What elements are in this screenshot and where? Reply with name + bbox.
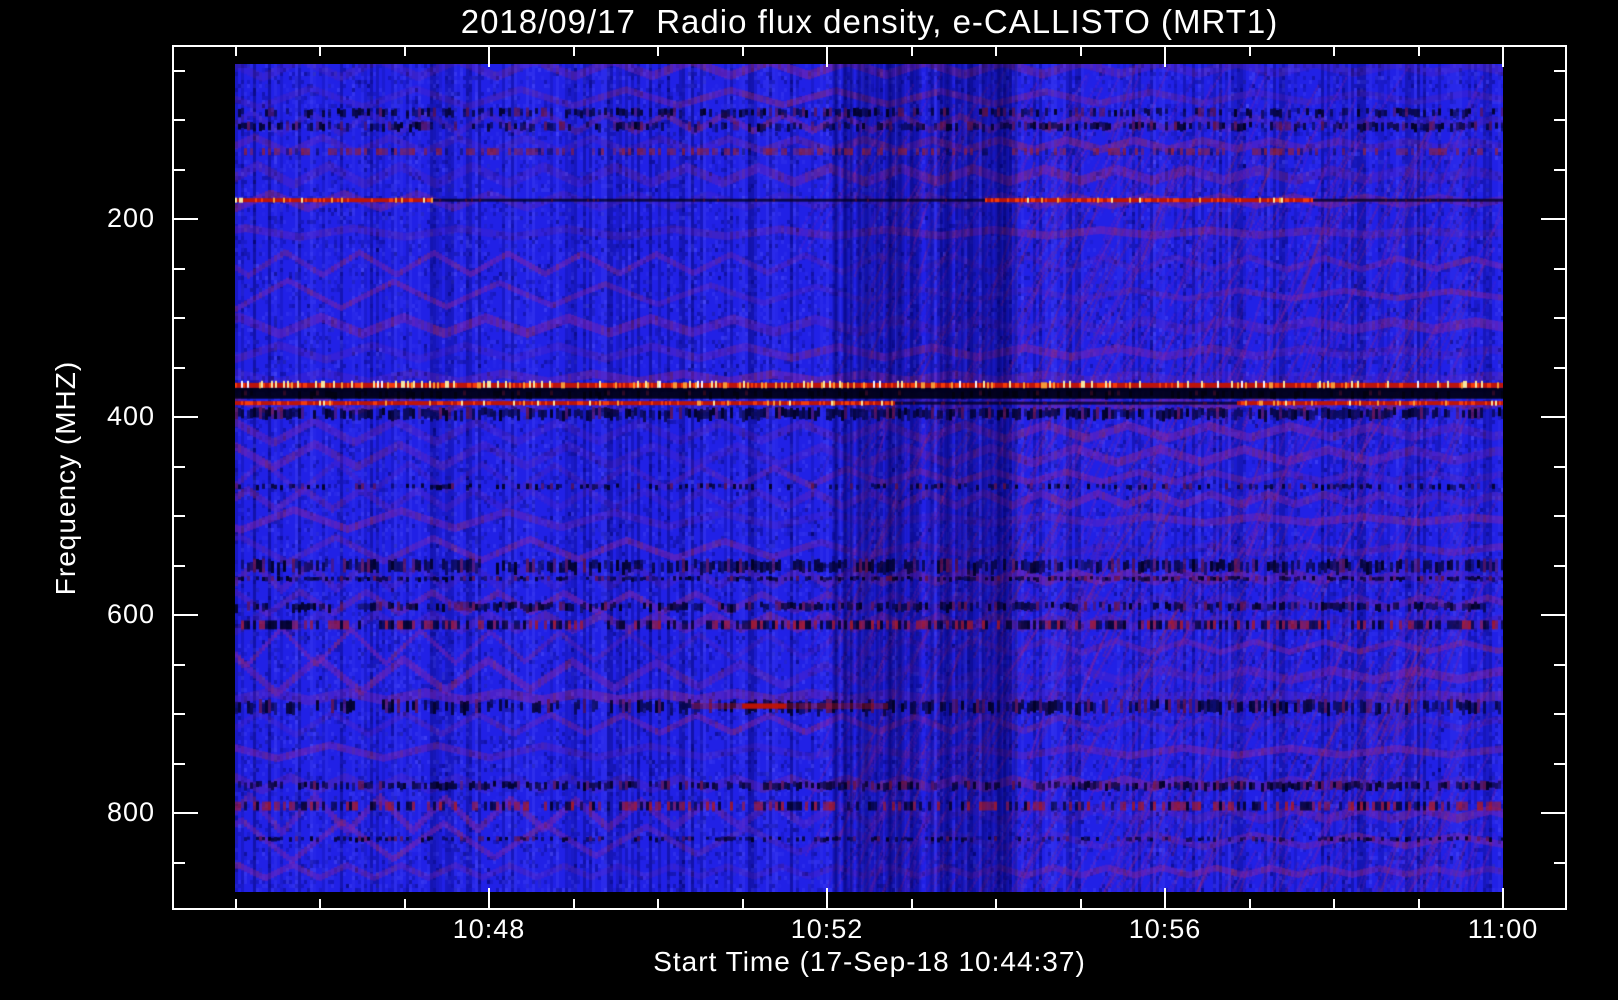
x-tick <box>1164 888 1166 910</box>
y-tick-label: 400 <box>106 401 155 431</box>
x-tick <box>488 888 490 910</box>
y-tick <box>172 367 185 369</box>
y-tick <box>172 416 198 418</box>
y-tick <box>1554 466 1567 468</box>
x-tick <box>742 899 744 910</box>
x-tick <box>911 899 913 910</box>
y-tick <box>172 515 185 517</box>
x-tick <box>573 45 575 56</box>
x-tick <box>657 899 659 910</box>
x-tick-label: 10:56 <box>1128 914 1202 944</box>
x-tick <box>319 899 321 910</box>
plot-frame <box>172 45 1567 910</box>
x-tick <box>1164 45 1166 67</box>
y-tick <box>172 70 185 72</box>
x-tick <box>742 45 744 56</box>
x-tick <box>995 899 997 910</box>
y-tick <box>1541 614 1567 616</box>
y-tick <box>172 763 185 765</box>
x-tick <box>826 888 828 910</box>
y-tick <box>172 466 185 468</box>
x-tick <box>911 45 913 56</box>
y-tick <box>1554 664 1567 666</box>
y-tick <box>172 268 185 270</box>
x-tick-label: 10:52 <box>790 914 864 944</box>
x-tick <box>1249 899 1251 910</box>
x-tick <box>488 45 490 67</box>
x-tick <box>1418 45 1420 56</box>
y-tick <box>1554 169 1567 171</box>
y-tick <box>172 119 185 121</box>
y-tick <box>1554 119 1567 121</box>
y-tick <box>1554 565 1567 567</box>
y-tick <box>1541 218 1567 220</box>
y-tick <box>172 614 198 616</box>
x-tick <box>573 899 575 910</box>
x-tick <box>235 899 237 910</box>
x-tick <box>235 45 237 56</box>
y-tick-label: 600 <box>106 599 155 629</box>
y-tick-label: 800 <box>106 797 155 827</box>
x-tick <box>1080 45 1082 56</box>
x-tick <box>1502 45 1504 67</box>
y-tick-label: 200 <box>106 203 155 233</box>
x-tick <box>995 45 997 56</box>
y-tick <box>1554 515 1567 517</box>
x-tick <box>404 899 406 910</box>
y-tick <box>1554 268 1567 270</box>
x-tick <box>826 45 828 67</box>
x-tick <box>319 45 321 56</box>
x-tick <box>1502 888 1504 910</box>
y-tick <box>1554 317 1567 319</box>
chart-title: 2018/09/17 Radio flux density, e-CALLIST… <box>460 3 1279 40</box>
y-tick <box>172 169 185 171</box>
y-tick <box>172 317 185 319</box>
y-tick <box>1554 763 1567 765</box>
x-tick-label: 10:48 <box>452 914 526 944</box>
y-axis-title: Frequency (MHZ) <box>50 360 81 596</box>
x-tick <box>1333 45 1335 56</box>
y-tick <box>1554 862 1567 864</box>
spectrogram-heatmap <box>235 64 1503 892</box>
x-tick <box>657 45 659 56</box>
x-tick <box>1080 899 1082 910</box>
y-tick <box>172 862 185 864</box>
y-tick <box>172 218 198 220</box>
x-tick <box>1333 899 1335 910</box>
y-tick <box>1541 416 1567 418</box>
y-tick <box>1554 70 1567 72</box>
y-tick <box>172 812 198 814</box>
y-tick <box>172 664 185 666</box>
y-tick <box>1554 713 1567 715</box>
y-tick <box>1541 812 1567 814</box>
y-tick <box>172 565 185 567</box>
y-tick <box>1554 367 1567 369</box>
y-tick <box>172 713 185 715</box>
x-tick-label: 11:00 <box>1467 914 1539 944</box>
x-tick <box>1249 45 1251 56</box>
x-tick <box>404 45 406 56</box>
x-tick <box>1418 899 1420 910</box>
x-axis-title: Start Time (17-Sep-18 10:44:37) <box>653 946 1086 977</box>
